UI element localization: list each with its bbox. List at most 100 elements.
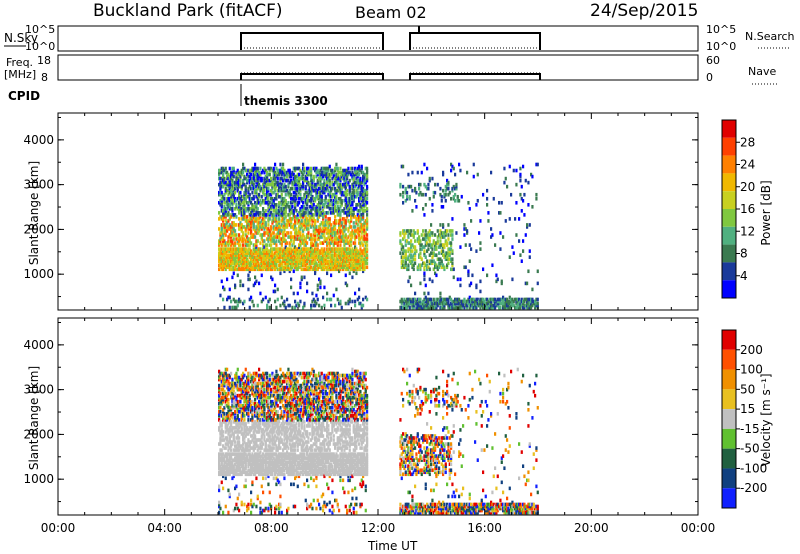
heatmap-cell [302,205,305,209]
heatmap-cell [342,209,345,213]
heatmap-cell [343,174,346,179]
heatmap-cell [327,217,330,221]
heatmap-cell [219,440,222,444]
heatmap-cell [295,233,298,237]
heatmap-cell [443,303,446,308]
heatmap-cell [502,235,505,239]
heatmap-cell [276,247,279,251]
heatmap-cell [243,395,246,400]
heatmap-cell [328,259,331,264]
heatmap-cell [486,303,489,308]
heatmap-cell [320,196,323,201]
heatmap-cell [247,249,250,253]
heatmap-cell [279,213,282,217]
heatmap-cell [434,305,437,310]
heatmap-cell [339,205,342,209]
heatmap-cell [318,170,321,175]
heatmap-cell [299,235,302,239]
heatmap-cell [312,259,315,264]
heatmap-cell [344,241,347,245]
heatmap-cell [364,259,367,264]
heatmap-cell [276,231,279,235]
heatmap-cell [447,299,450,304]
heatmap-cell [254,257,257,261]
heatmap-cell [294,227,297,231]
heatmap-cell [348,241,351,245]
heatmap-cell [235,251,238,255]
heatmap-cell [295,178,298,183]
heatmap-cell [354,166,357,171]
heatmap-cell [239,283,242,288]
heatmap-cell [223,205,226,209]
heatmap-cell [243,182,246,187]
heatmap-cell [492,196,495,201]
heatmap-cell [346,263,349,268]
heatmap-cell [235,422,238,426]
heatmap-cell [226,377,229,382]
heatmap-cell [254,265,257,270]
heatmap-cell [324,255,327,259]
heatmap-cell [431,243,434,247]
heatmap-cell [279,261,282,266]
heatmap-cell [511,245,514,249]
heatmap-cell [272,257,275,261]
heatmap-cell [479,279,482,284]
heatmap-cell [448,251,451,255]
heatmap-cell [276,267,279,272]
heatmap-cell [302,200,305,205]
heatmap-cell [258,255,261,259]
heatmap-cell [312,233,315,237]
heatmap-cell [495,301,498,306]
heatmap-cell [248,243,251,247]
heatmap-cell [348,299,351,304]
heatmap-cell [502,305,505,310]
heatmap-cell [228,407,231,412]
heatmap-cell [259,225,262,229]
heatmap-cell [332,174,335,179]
heatmap-cell [238,235,241,239]
heatmap-cell [315,247,318,251]
heatmap-cell [519,253,522,257]
heatmap-cell [248,213,251,217]
heatmap-cell [226,176,229,181]
heatmap-cell [334,194,337,199]
heatmap-cell [338,263,341,268]
heatmap-cell [504,301,507,306]
heatmap-cell [274,261,277,266]
heatmap-cell [236,267,239,272]
heatmap-cell [470,303,473,308]
heatmap-cell [344,184,347,189]
heatmap-cell [407,265,410,270]
heatmap-cell [416,229,419,233]
heatmap-cell [312,217,315,221]
heatmap-cell [239,196,242,201]
heatmap-cell [450,241,453,245]
heatmap-cell [447,305,450,310]
heatmap-cell [478,303,481,308]
heatmap-cell [323,172,326,177]
heatmap-cell [508,164,511,169]
heatmap-cell [278,235,281,239]
heatmap-cell [220,265,223,270]
heatmap-cell [224,223,227,227]
heatmap-cell [295,263,298,268]
heatmap-cell [335,257,338,261]
heatmap-cell [227,182,230,187]
heatmap-cell [274,235,277,239]
heatmap-cell [446,243,449,247]
heatmap-cell [360,263,363,268]
heatmap-cell [319,192,322,197]
heatmap-cell [420,305,423,310]
heatmap-cell [295,261,298,266]
heatmap-cell [536,162,539,167]
heatmap-cell [235,405,238,410]
heatmap-cell [227,460,230,464]
heatmap-cell [266,303,269,308]
heatmap-cell [356,170,359,175]
heatmap-cell [331,194,334,199]
heatmap-cell [323,231,326,235]
heatmap-cell [259,249,262,253]
heatmap-cell [222,253,225,257]
heatmap-cell [339,265,342,270]
heatmap-cell [267,257,270,261]
